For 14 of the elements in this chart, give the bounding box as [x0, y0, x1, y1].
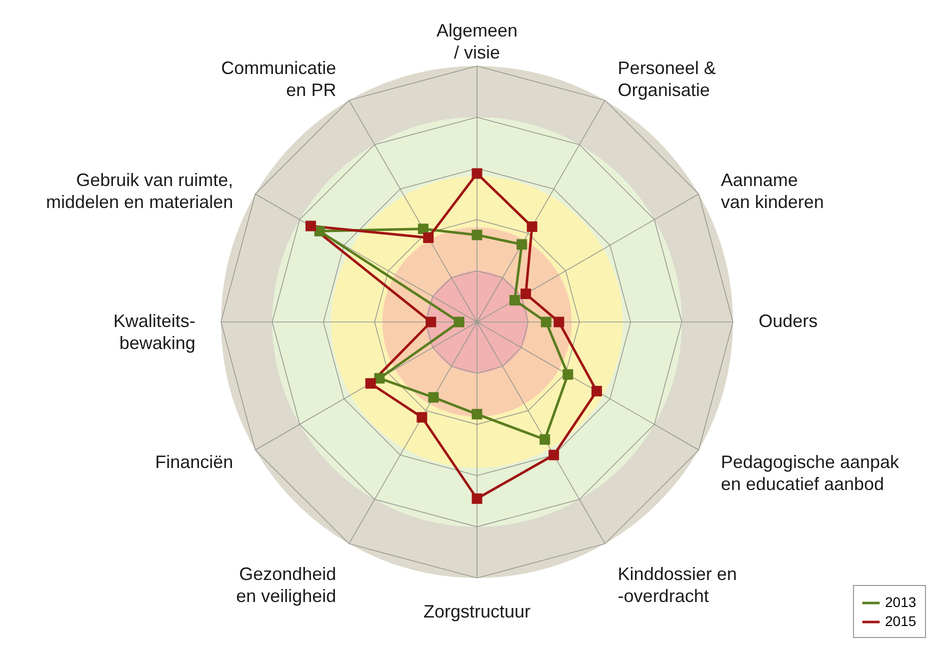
spoke-label: Gezondheid en veiligheid: [236, 564, 336, 606]
spoke-label: Financiën: [155, 452, 234, 472]
spoke-label: Kwaliteits- bewaking: [113, 311, 196, 353]
spoke-label: Zorgstructuur: [423, 602, 531, 622]
spoke-label: Kinddossier en -overdracht: [618, 564, 737, 606]
legend-label: 2013: [885, 594, 916, 610]
spoke-label: Communicatie en PR: [221, 58, 336, 100]
spoke-label: Aanname van kinderen: [720, 170, 824, 212]
spoke-label: Algemeen / visie: [436, 20, 518, 62]
legend-label: 2015: [885, 613, 916, 629]
spoke-label: Pedagogische aanpak en educatief aanbod: [720, 452, 900, 494]
spoke-label: Ouders: [758, 311, 818, 331]
spoke-label: Personeel & Organisatie: [618, 58, 716, 100]
spoke-label: Gebruik van ruimte, middelen en materialen: [46, 170, 234, 212]
